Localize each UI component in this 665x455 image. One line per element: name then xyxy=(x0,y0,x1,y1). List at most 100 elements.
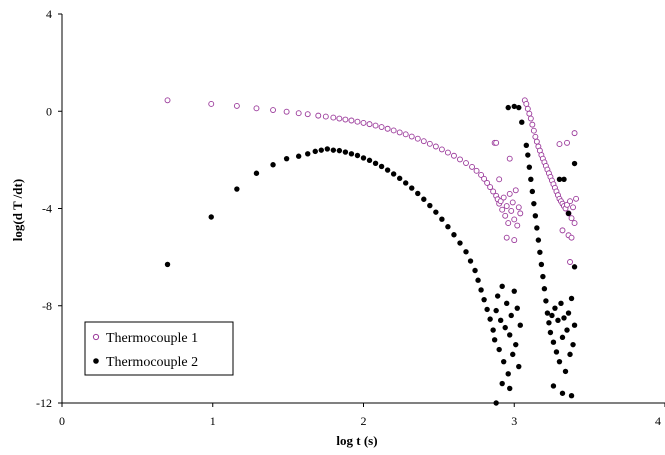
data-point xyxy=(312,148,318,155)
data-point xyxy=(531,200,537,207)
series-1 xyxy=(164,97,580,265)
data-point xyxy=(336,115,343,122)
legend: Thermocouple 1 Thermocouple 2 xyxy=(84,321,234,376)
data-point xyxy=(360,155,367,161)
data-point xyxy=(568,215,575,222)
data-point xyxy=(526,164,533,170)
data-point xyxy=(475,277,481,283)
data-point xyxy=(432,143,439,150)
data-point xyxy=(390,127,397,134)
data-point xyxy=(561,315,567,321)
data-point xyxy=(330,114,337,121)
data-point xyxy=(342,116,349,123)
data-point xyxy=(503,203,510,210)
data-point xyxy=(283,155,290,162)
y-tick-label: -12 xyxy=(36,396,52,410)
data-point xyxy=(556,176,563,183)
data-point xyxy=(396,129,403,136)
data-point xyxy=(444,149,451,156)
data-point xyxy=(208,214,214,220)
data-point xyxy=(509,199,516,206)
data-point xyxy=(493,307,499,314)
data-point xyxy=(366,157,373,164)
data-point xyxy=(497,317,504,324)
data-point xyxy=(515,204,522,211)
data-point xyxy=(439,216,445,222)
data-point xyxy=(499,380,505,387)
data-point xyxy=(384,167,391,173)
data-point xyxy=(570,204,576,211)
data-point xyxy=(568,295,575,302)
data-point xyxy=(514,222,521,229)
y-tick-label: 4 xyxy=(46,7,52,21)
data-point xyxy=(565,210,572,217)
data-point xyxy=(505,220,512,227)
data-point xyxy=(403,180,409,186)
data-point xyxy=(503,234,510,241)
data-point xyxy=(348,151,355,157)
data-point xyxy=(366,121,373,128)
data-point xyxy=(396,175,403,182)
data-point xyxy=(564,139,570,146)
data-point xyxy=(544,310,551,316)
data-point xyxy=(478,287,484,293)
x-axis-label: log t (s) xyxy=(336,433,377,448)
data-point xyxy=(571,264,578,270)
data-point xyxy=(516,104,522,111)
data-point xyxy=(384,125,391,132)
data-point xyxy=(546,320,552,326)
data-point xyxy=(564,201,570,208)
legend-label-thermocouple-2: Thermocouple 2 xyxy=(106,355,198,370)
data-point xyxy=(529,188,536,195)
data-point xyxy=(570,341,576,348)
data-point xyxy=(500,194,507,201)
data-point xyxy=(481,296,487,303)
data-point xyxy=(315,112,322,119)
data-point xyxy=(552,305,558,311)
data-point xyxy=(567,259,573,265)
data-point xyxy=(487,184,494,191)
data-point xyxy=(283,108,290,115)
data-point xyxy=(517,322,523,328)
data-point xyxy=(164,261,171,268)
data-point xyxy=(270,107,276,113)
data-point xyxy=(511,288,517,294)
data-point xyxy=(427,202,433,209)
data-point xyxy=(567,198,573,205)
data-point xyxy=(322,113,329,120)
data-point xyxy=(505,104,511,111)
x-tick-label: 3 xyxy=(511,414,517,428)
x-tick-label: 0 xyxy=(59,414,65,428)
data-point xyxy=(481,175,488,182)
data-point xyxy=(493,400,499,406)
data-point xyxy=(532,133,539,140)
data-point xyxy=(529,121,536,128)
data-point xyxy=(511,103,517,110)
data-point xyxy=(527,115,534,122)
data-point xyxy=(530,127,537,134)
x-tick-label: 2 xyxy=(361,414,367,428)
data-point xyxy=(421,196,427,202)
data-point xyxy=(571,220,578,227)
data-point xyxy=(526,110,533,117)
data-point xyxy=(549,312,555,319)
data-point xyxy=(571,160,578,167)
data-point xyxy=(445,224,451,230)
data-point xyxy=(537,249,543,255)
data-point xyxy=(478,171,485,178)
data-point xyxy=(519,119,525,125)
data-point xyxy=(372,122,379,129)
data-point xyxy=(490,188,497,195)
data-point xyxy=(487,316,493,322)
data-point xyxy=(568,234,575,241)
data-point xyxy=(378,124,385,131)
data-point xyxy=(496,346,502,353)
data-point xyxy=(484,180,491,186)
data-point xyxy=(164,97,171,104)
data-point xyxy=(502,212,509,219)
data-point xyxy=(233,102,240,109)
data-point xyxy=(507,332,513,338)
data-point xyxy=(438,146,445,153)
series-layer xyxy=(164,97,580,406)
data-point xyxy=(342,149,349,155)
